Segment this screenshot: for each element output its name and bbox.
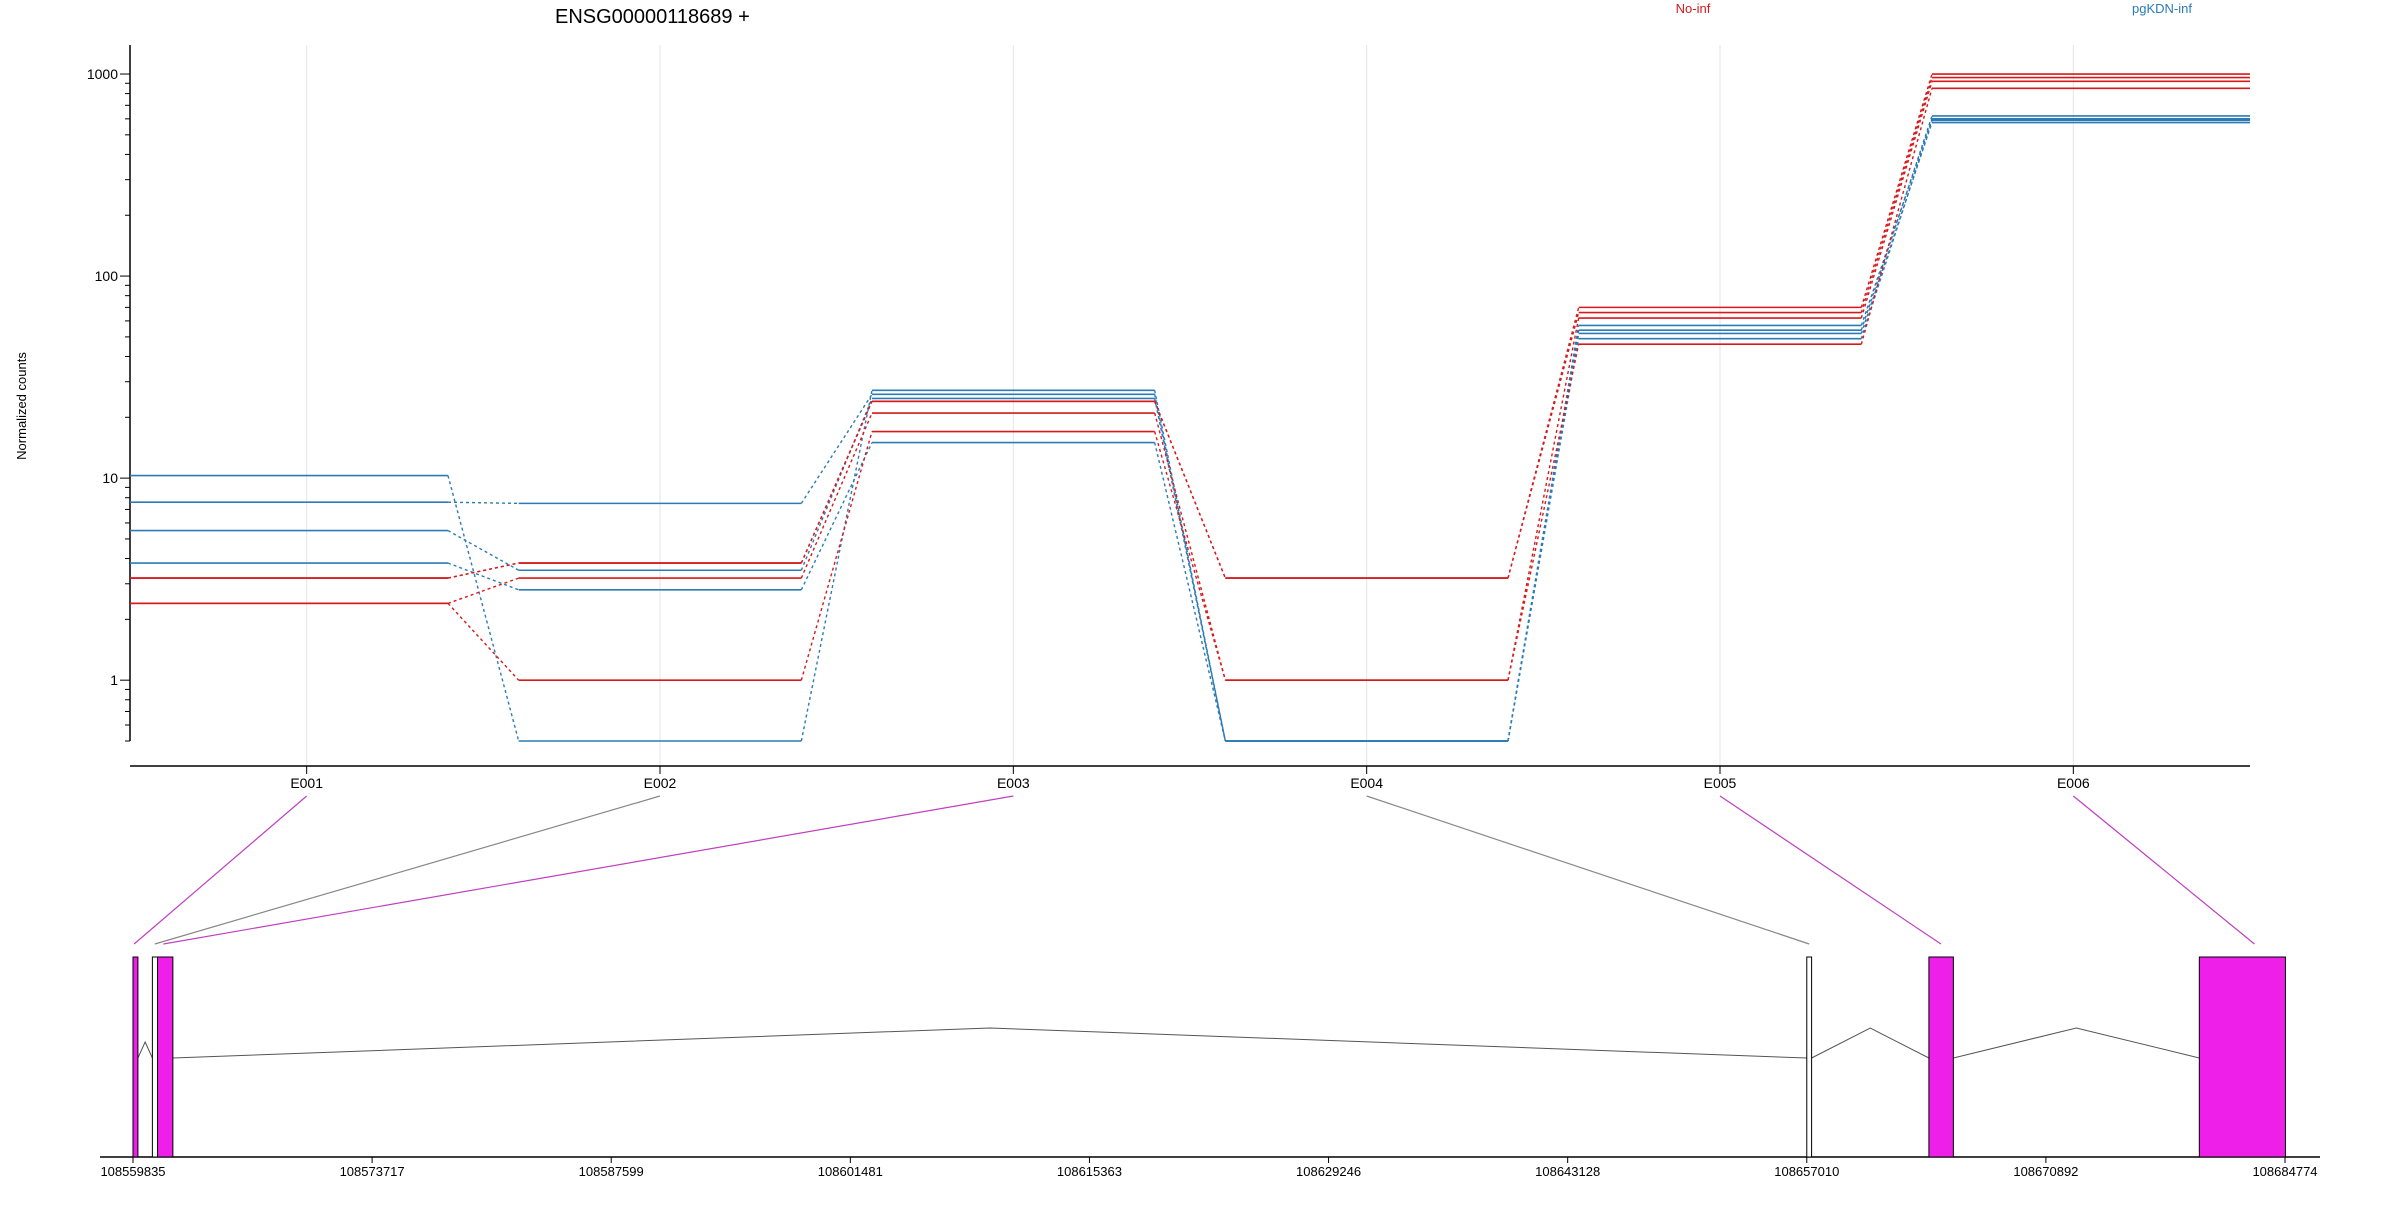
series-3-link-3 bbox=[1153, 398, 1227, 742]
series-6-link-3 bbox=[1153, 412, 1227, 681]
series-7-link-3 bbox=[1153, 431, 1227, 681]
series-4-link-3 bbox=[1153, 442, 1227, 742]
intron-3 bbox=[172, 1027, 1807, 1059]
series-8-link-3 bbox=[1154, 401, 1226, 579]
series-8-link-1 bbox=[447, 562, 519, 579]
y-tick-label: 1 bbox=[110, 672, 118, 688]
series-6-link-2 bbox=[800, 412, 873, 579]
exon-5 bbox=[1928, 956, 1954, 1158]
series-4 bbox=[130, 115, 2250, 742]
genome-tick-label: 108559835 bbox=[100, 1164, 165, 1179]
series-5-link-5 bbox=[1860, 73, 1933, 308]
series-8 bbox=[130, 76, 2250, 579]
x-tick-label-e006: E006 bbox=[2057, 775, 2090, 791]
genome-tick-label: 108629246 bbox=[1296, 1164, 1361, 1179]
series-2-link-5 bbox=[1860, 118, 1933, 326]
genome-tick-label: 108643128 bbox=[1535, 1164, 1600, 1179]
series-4-link-1 bbox=[447, 562, 519, 591]
series-1-link-5 bbox=[1860, 122, 1933, 334]
series-2 bbox=[130, 118, 2250, 742]
series-3-link-2 bbox=[800, 398, 873, 571]
connector-e006 bbox=[2072, 795, 2255, 945]
series-7-link-2 bbox=[800, 431, 873, 681]
connector-e002 bbox=[154, 795, 661, 945]
exon-2 bbox=[151, 956, 159, 1158]
y-tick-label: 100 bbox=[95, 268, 119, 284]
series-7-link-5 bbox=[1860, 88, 1933, 345]
connector-e004 bbox=[1366, 795, 1810, 945]
series-4-link-5 bbox=[1860, 115, 1933, 331]
intron-1 bbox=[137, 1040, 153, 1059]
legend-label-no-inf: No-inf bbox=[1676, 1, 1711, 16]
series-3-link-1 bbox=[447, 529, 520, 571]
series-2-link-2 bbox=[800, 393, 873, 504]
x-tick-label-e004: E004 bbox=[1350, 775, 1383, 791]
series-7 bbox=[130, 87, 2250, 681]
chart-title: ENSG00000118689 + bbox=[555, 6, 750, 28]
y-axis-label: Normalized counts bbox=[14, 352, 29, 460]
exon-6 bbox=[2198, 956, 2286, 1158]
series-8-link-4 bbox=[1507, 312, 1580, 579]
genome-tick-label: 108684774 bbox=[2252, 1164, 2317, 1179]
genome-tick-label: 108657010 bbox=[1774, 1164, 1839, 1179]
connector-e001 bbox=[133, 795, 308, 945]
genome-tick-label: 108573717 bbox=[340, 1164, 405, 1179]
exon-1 bbox=[132, 956, 139, 1158]
series-1-link-1 bbox=[447, 475, 520, 742]
series-7-link-4 bbox=[1507, 344, 1580, 681]
series-1 bbox=[130, 121, 2250, 742]
gridlines bbox=[306, 45, 2074, 765]
series-1-link-2 bbox=[800, 390, 873, 742]
connector-e003 bbox=[163, 795, 1014, 945]
x-tick-label-e001: E001 bbox=[290, 775, 323, 791]
series-6-link-5 bbox=[1860, 81, 1933, 319]
series-3-link-5 bbox=[1860, 120, 1933, 339]
x-tick-label-e005: E005 bbox=[1704, 775, 1737, 791]
genome-tick-label: 108615363 bbox=[1057, 1164, 1122, 1179]
legend-label-pgkdn-inf: pgKDN-inf bbox=[2132, 1, 2192, 16]
connector-e005 bbox=[1719, 795, 1942, 945]
x-tick-label-e003: E003 bbox=[997, 775, 1030, 791]
x-axis: E001 E002 E003 E004 E005 E006 bbox=[130, 765, 2250, 791]
series-2-link-1 bbox=[447, 501, 519, 505]
series-3 bbox=[130, 119, 2250, 742]
exon-4 bbox=[1806, 956, 1813, 1158]
series-6-link-4 bbox=[1507, 317, 1580, 681]
intron-4 bbox=[1811, 1027, 1930, 1059]
exon-connectors bbox=[133, 795, 2255, 945]
x-tick-label-e002: E002 bbox=[644, 775, 677, 791]
series-6-link-1 bbox=[447, 577, 519, 605]
genome-tick-label: 108601481 bbox=[818, 1164, 883, 1179]
series-7-link-1 bbox=[447, 602, 520, 681]
series-8-link-5 bbox=[1860, 77, 1933, 313]
y-axis: 1 10 100 1000 bbox=[87, 45, 131, 742]
intron-5 bbox=[1953, 1027, 2200, 1059]
exon-3 bbox=[157, 956, 174, 1158]
series-8-link-2 bbox=[800, 401, 873, 564]
y-tick-label: 10 bbox=[102, 470, 118, 486]
genome-tick-label: 108670892 bbox=[2013, 1164, 2078, 1179]
y-tick-label: 1000 bbox=[87, 66, 118, 82]
series-lines bbox=[130, 73, 2250, 742]
genome-tick-label: 108587599 bbox=[579, 1164, 644, 1179]
gene-model: 108559835 108573717 108587599 108601481 1086… bbox=[100, 956, 2320, 1179]
